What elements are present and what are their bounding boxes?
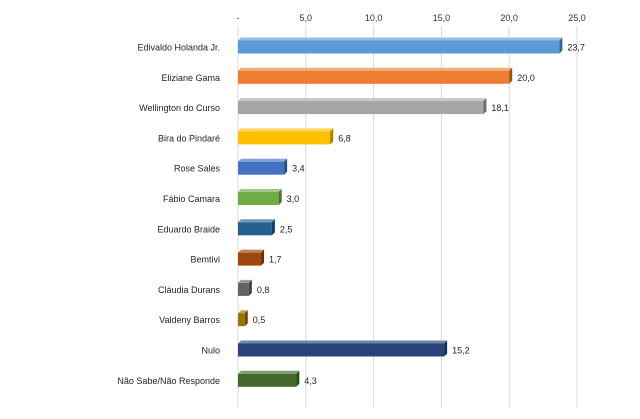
category-label: Cláudia Durans — [158, 285, 221, 295]
bar-front-face — [238, 373, 297, 387]
bar-side-face — [509, 67, 513, 84]
bar — [238, 189, 282, 205]
x-axis-ticks: - 5,0 10,0 15,0 20,0 25,0 — [237, 13, 586, 23]
bar-side-face — [271, 219, 275, 236]
bar-value-label: 0,8 — [257, 285, 270, 295]
bar-top-face — [238, 158, 288, 162]
category-label: Eliziane Gama — [161, 73, 220, 83]
bar-side-face — [284, 158, 288, 175]
bar-side-face — [296, 370, 300, 387]
x-tick-label: 15,0 — [433, 13, 451, 23]
bar-side-face — [244, 310, 248, 327]
value-labels: 23,7 20,0 18,1 6,8 3,4 3,0 2,5 1,7 0,8 0,5 15,2 4,3 — [253, 43, 585, 386]
bar-top-face — [238, 340, 448, 344]
bar-front-face — [238, 252, 262, 266]
bar-front-face — [238, 222, 272, 236]
bar-value-label: 6,8 — [338, 133, 351, 143]
bar — [238, 279, 252, 296]
bar-top-face — [238, 370, 300, 374]
bar-front-face — [238, 343, 445, 357]
bar-value-label: 23,7 — [567, 43, 585, 53]
bar-value-label: 2,5 — [280, 224, 293, 234]
bar-value-label: 15,2 — [452, 346, 470, 356]
bar-front-face — [238, 282, 249, 296]
category-label: Nulo — [201, 346, 220, 356]
bar-side-face — [248, 279, 252, 296]
bar-front-face — [238, 192, 279, 205]
bar-front-face — [238, 70, 510, 84]
category-labels: Edivaldo Holanda Jr. Eliziane Gama Welling… — [117, 43, 220, 386]
bar — [238, 128, 334, 145]
bar-value-label: 1,7 — [269, 255, 282, 265]
bar-value-label: 3,0 — [287, 194, 300, 204]
bar-top-face — [238, 279, 252, 283]
bar-side-face — [330, 128, 334, 145]
category-label: Wellington do Curso — [139, 103, 220, 113]
bar-top-face — [238, 67, 513, 71]
category-label: Não Sabe/Não Responde — [117, 376, 220, 386]
bar-top-face — [238, 128, 334, 132]
bar-side-face — [483, 98, 487, 115]
bar-value-label: 4,3 — [304, 376, 317, 386]
bar-top-face — [238, 310, 248, 314]
bar — [238, 370, 300, 387]
category-label: Valdeny Barros — [159, 315, 220, 325]
bar-top-face — [238, 98, 487, 102]
bar-side-face — [559, 37, 563, 54]
x-tick-label: 25,0 — [568, 13, 586, 23]
bar-side-face — [444, 340, 448, 357]
bar-front-face — [238, 313, 245, 327]
category-label: Bira do Pindaré — [158, 133, 220, 143]
category-label: Bemtivi — [190, 255, 220, 265]
bar-top-face — [238, 189, 282, 192]
bar — [238, 219, 275, 236]
bar-side-face — [261, 249, 265, 266]
bar — [238, 67, 513, 84]
bar — [238, 340, 448, 357]
bars — [238, 37, 563, 387]
x-tick-label: 10,0 — [365, 13, 383, 23]
category-label: Fábio Camara — [163, 194, 220, 204]
bar — [238, 310, 248, 327]
bar-value-label: 20,0 — [517, 73, 535, 83]
bar-top-face — [238, 219, 275, 223]
bar — [238, 98, 487, 115]
category-label: Eduardo Braide — [157, 224, 220, 234]
x-tick-label: 20,0 — [500, 13, 518, 23]
bar — [238, 249, 265, 266]
bar-value-label: 0,5 — [253, 315, 266, 325]
bar-front-face — [238, 101, 484, 115]
bar — [238, 37, 563, 54]
bar — [238, 158, 288, 175]
x-tick-label: - — [237, 13, 240, 23]
bar-value-label: 18,1 — [491, 103, 509, 113]
bar-value-label: 3,4 — [292, 164, 305, 174]
bar-top-face — [238, 249, 265, 253]
category-label: Rose Sales — [174, 164, 221, 174]
category-label: Edivaldo Holanda Jr. — [137, 43, 220, 53]
bar-front-face — [238, 40, 560, 54]
bar-front-face — [238, 131, 331, 145]
bar-side-face — [278, 189, 282, 205]
bar-front-face — [238, 161, 285, 175]
x-tick-label: 5,0 — [300, 13, 313, 23]
bar-top-face — [238, 37, 563, 41]
